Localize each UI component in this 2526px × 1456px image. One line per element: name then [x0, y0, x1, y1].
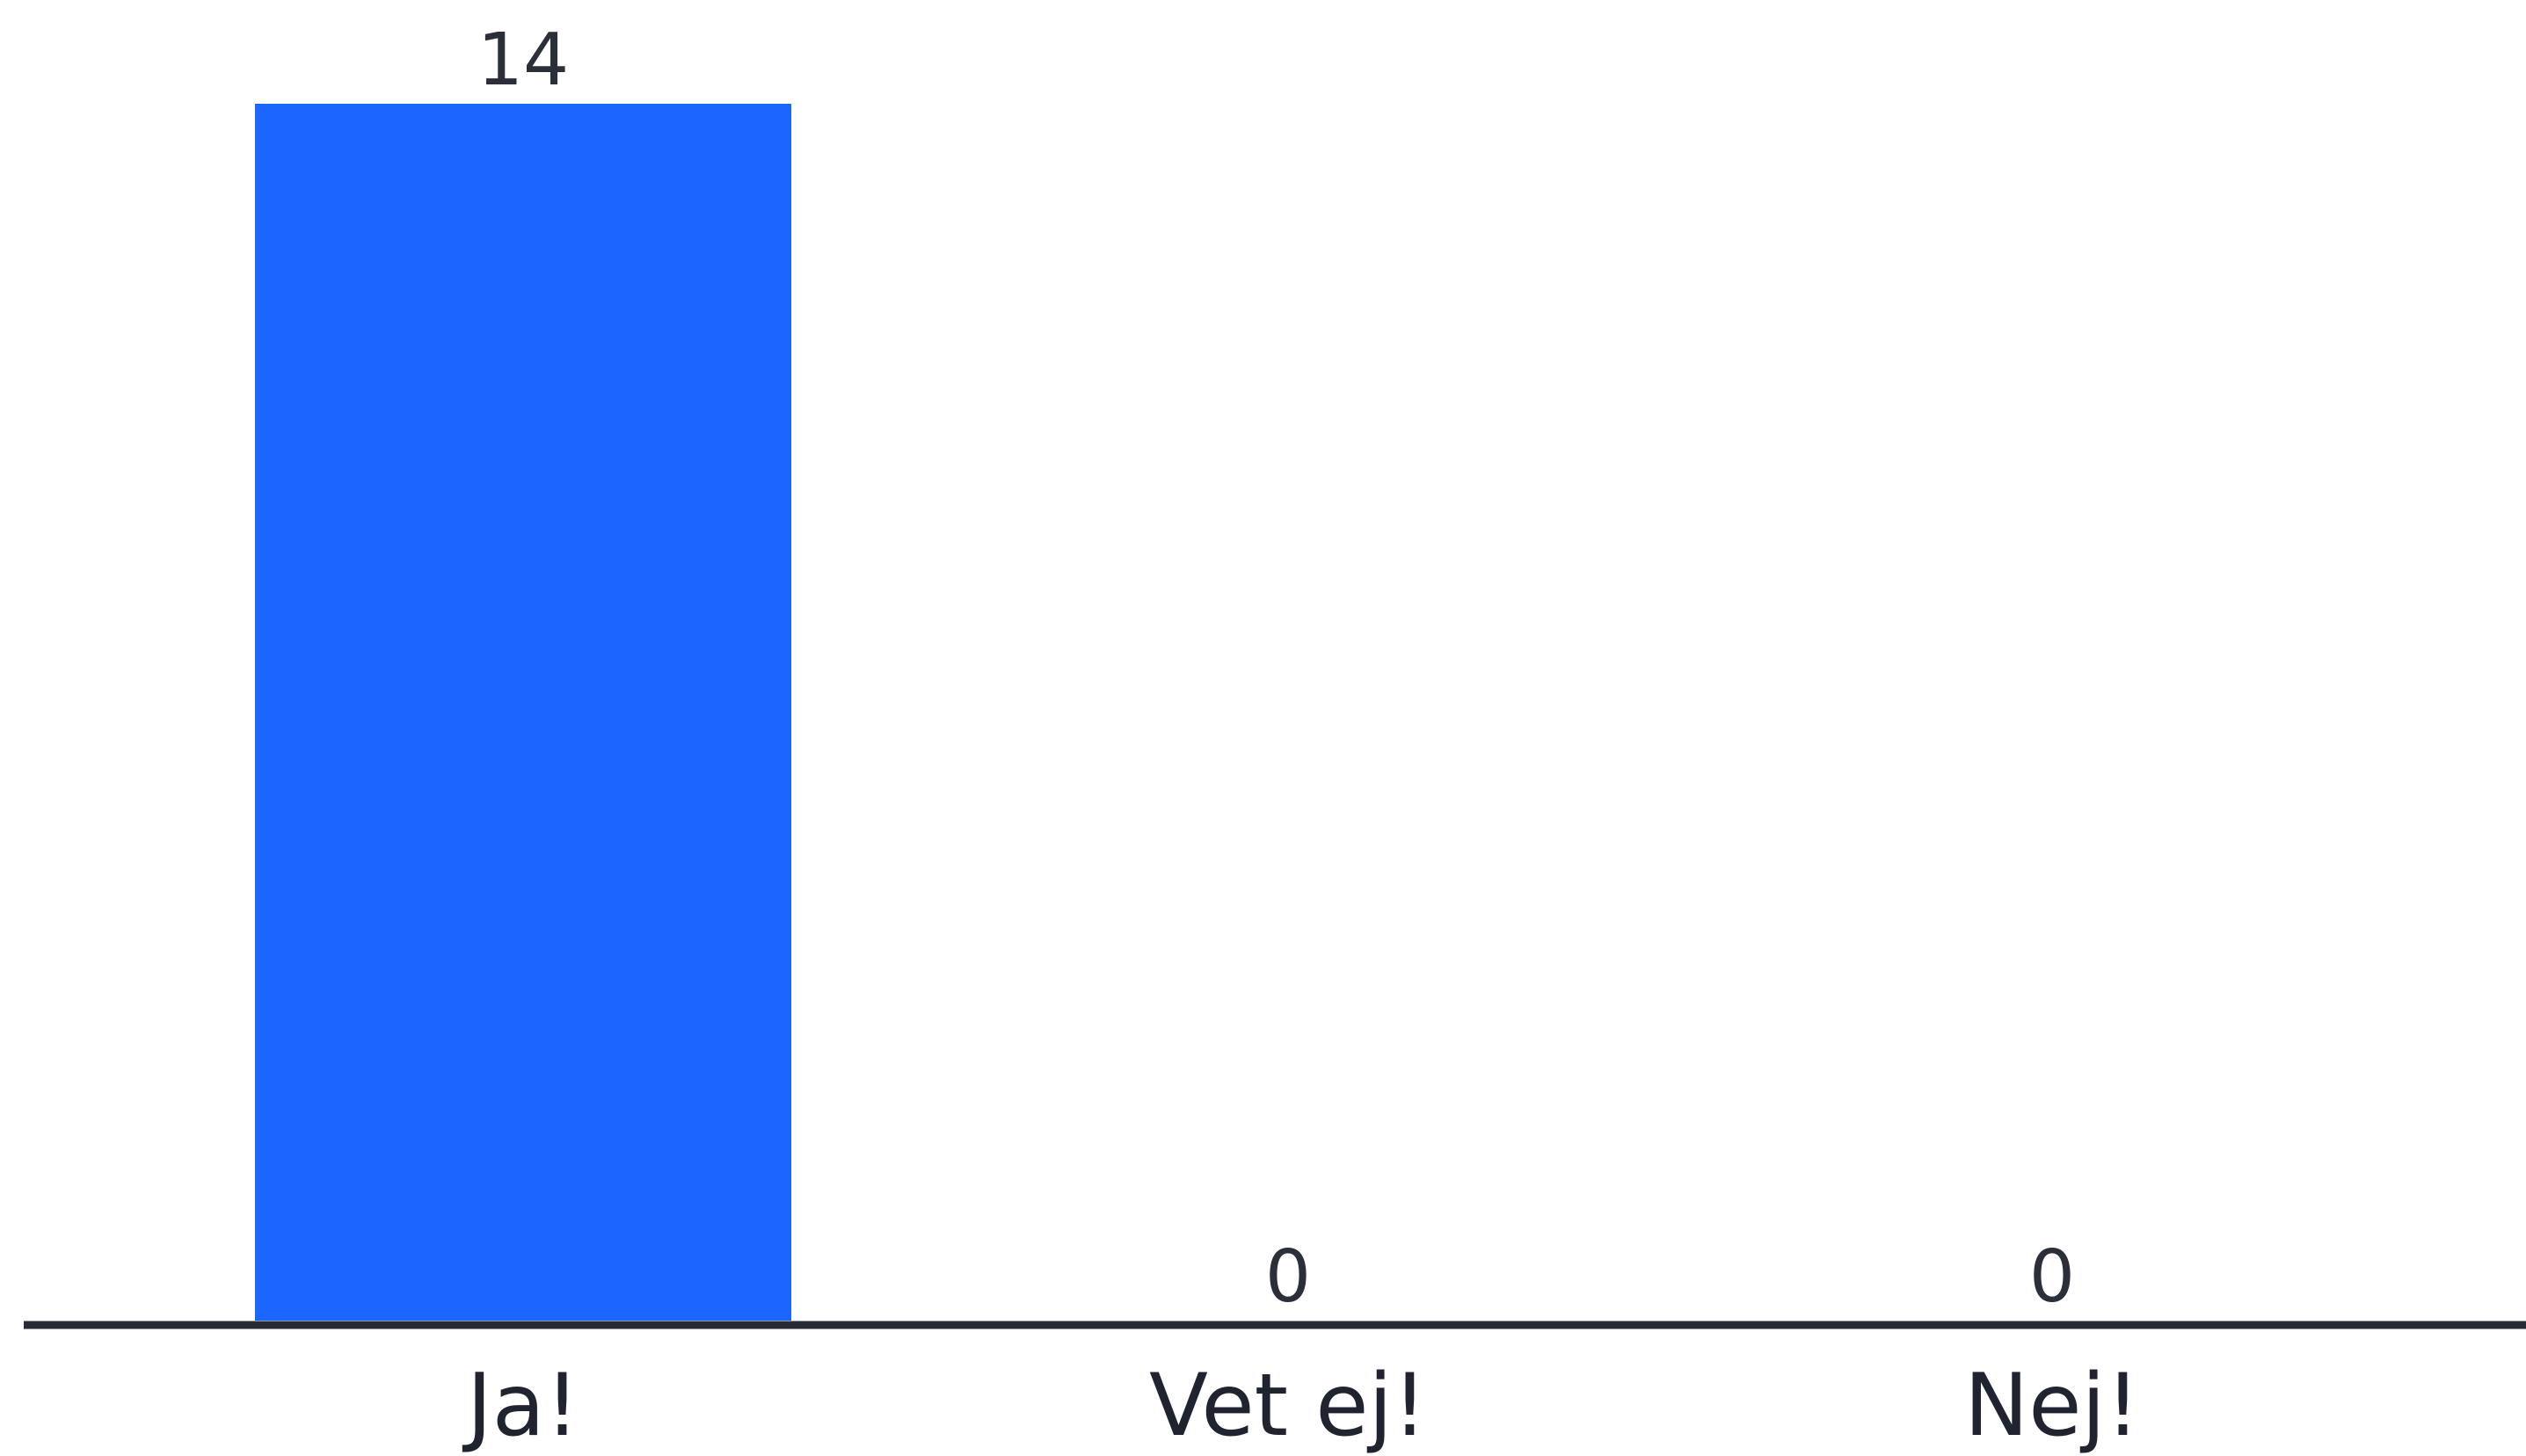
- labels-group: 14 Ja! 0 Vet ej! 0 Nej!: [462, 18, 2140, 1456]
- category-label: Nej!: [1964, 1356, 2140, 1456]
- bar-ja: [255, 104, 791, 1321]
- value-label: 14: [477, 18, 569, 102]
- category-label: Vet ej!: [1149, 1356, 1427, 1456]
- category-label: Ja!: [462, 1356, 579, 1456]
- value-label: 0: [2029, 1235, 2075, 1319]
- value-label: 0: [1265, 1235, 1311, 1319]
- bars-group: [255, 104, 791, 1321]
